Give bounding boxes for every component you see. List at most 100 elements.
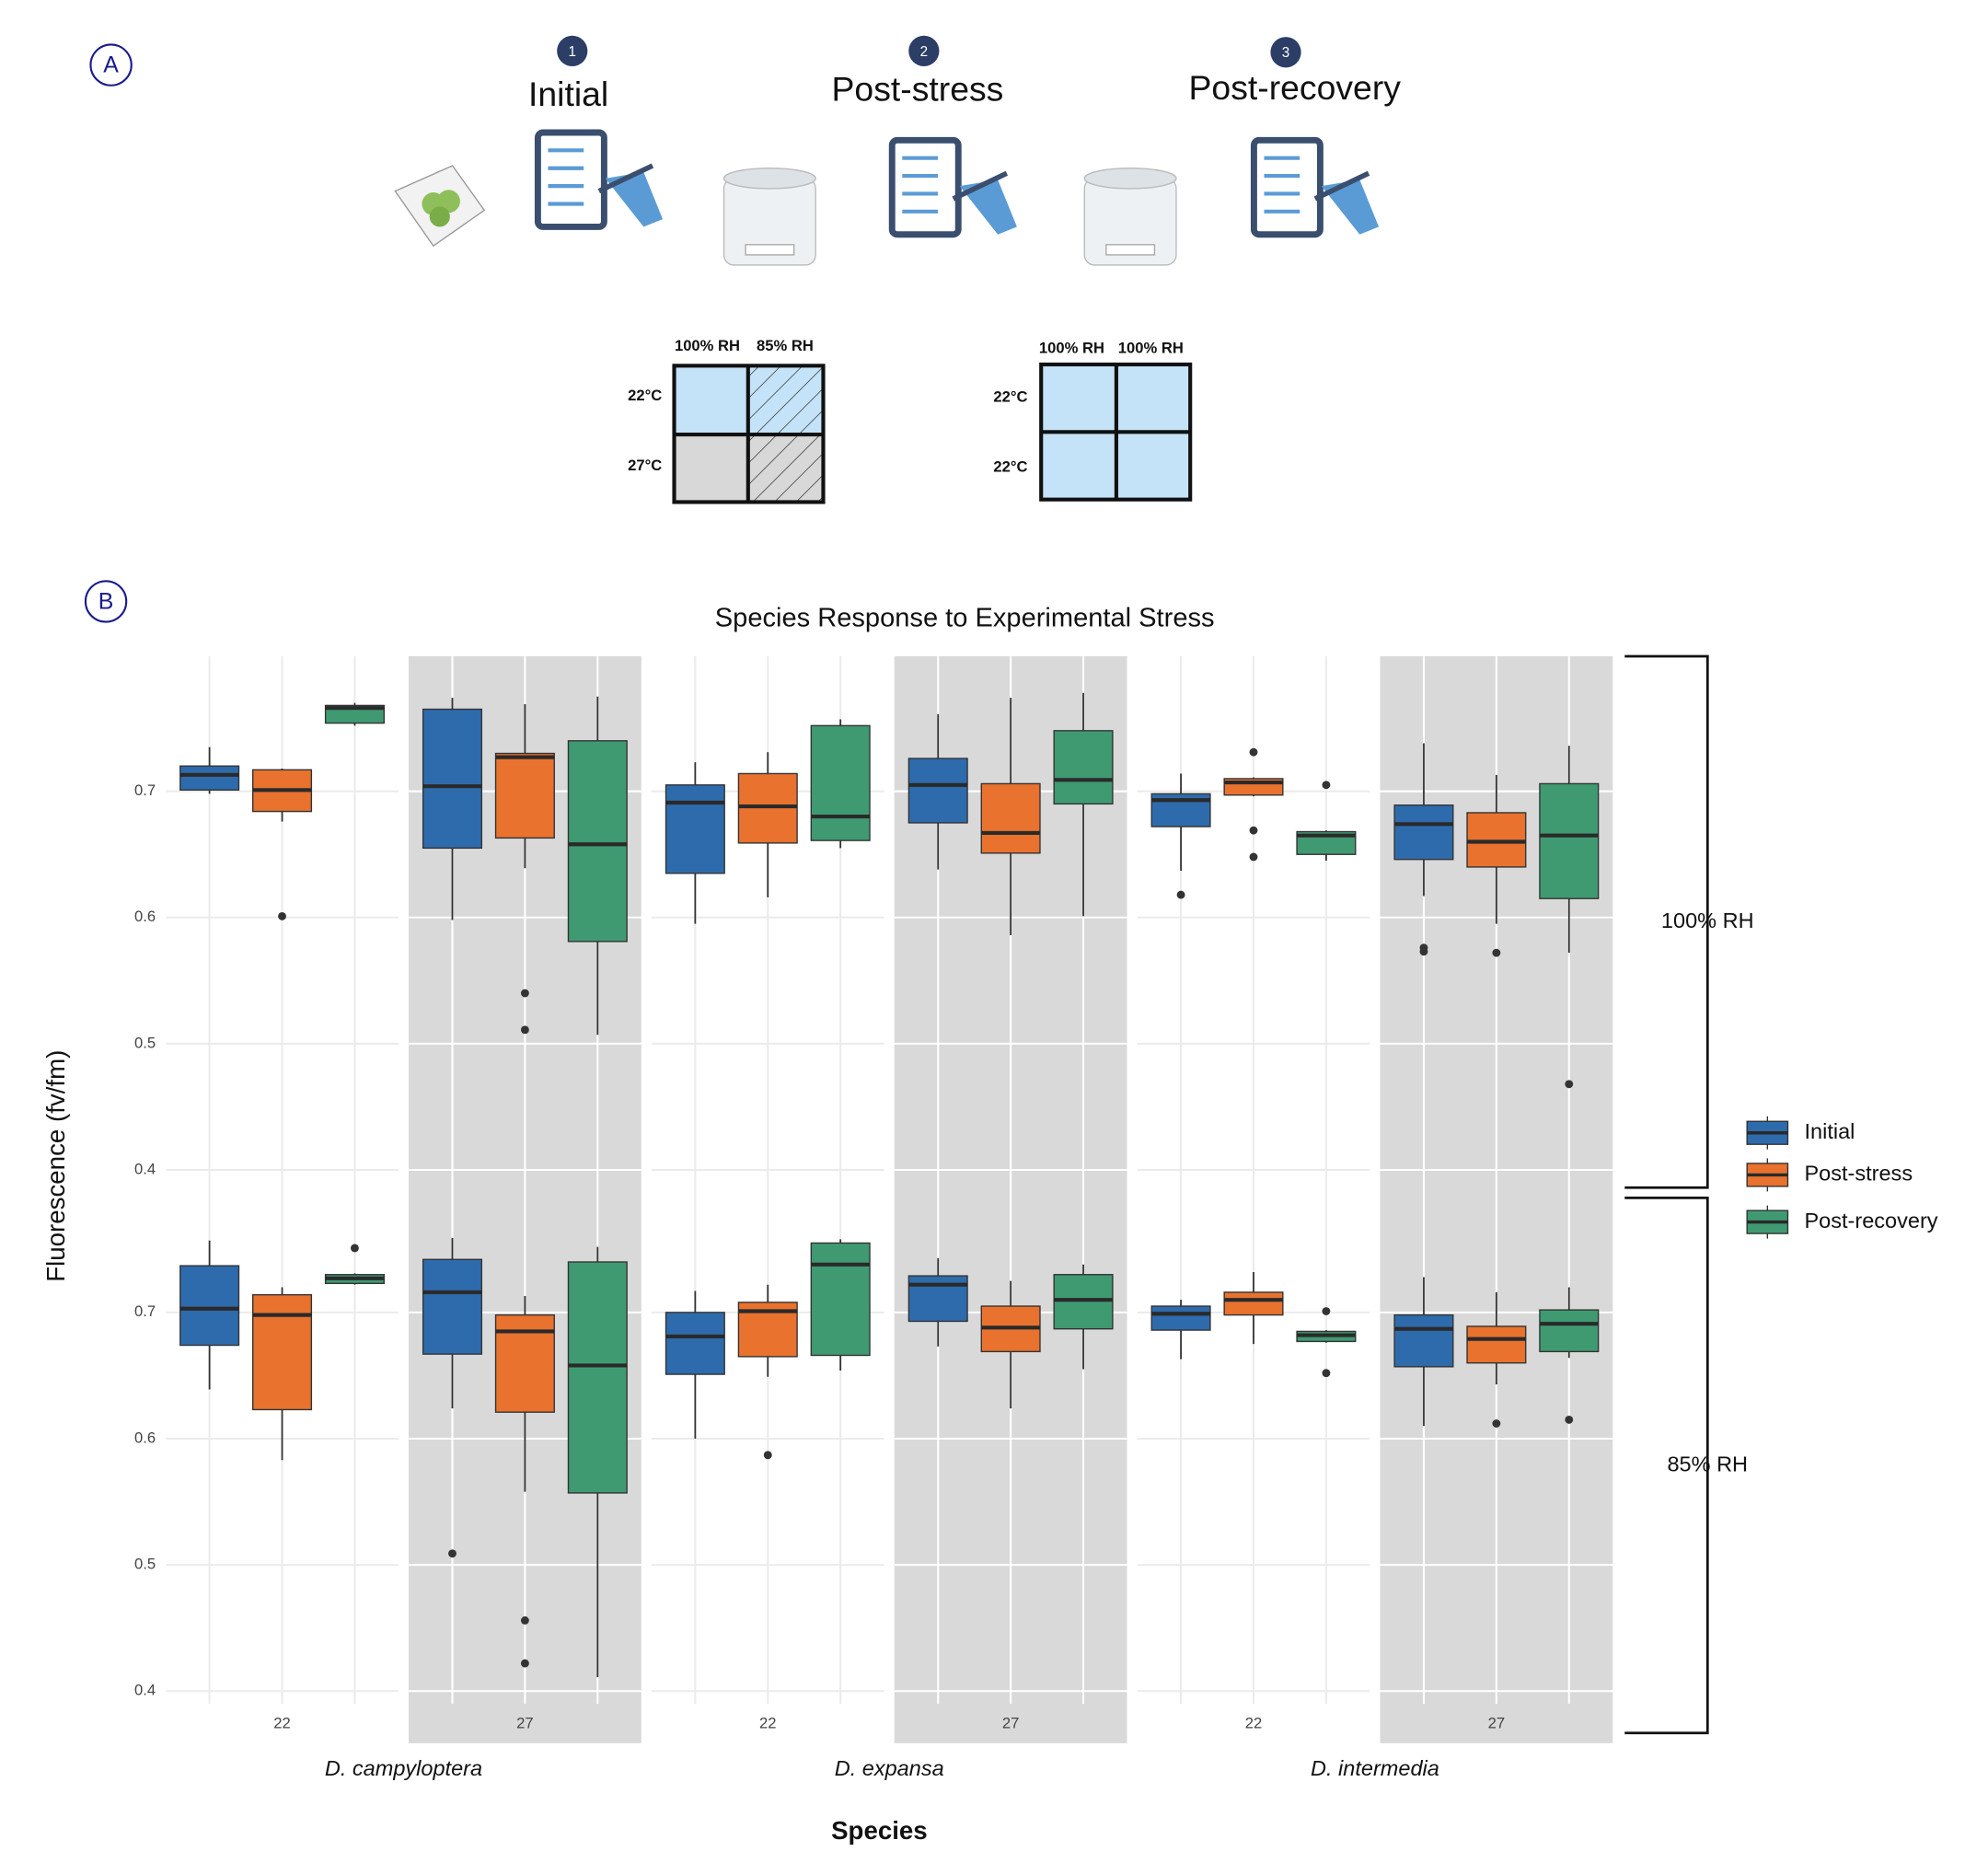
x-tick-label: 22 — [759, 1714, 776, 1731]
box — [1393, 1313, 1454, 1368]
row-bracket — [1624, 654, 1709, 1189]
box — [1466, 1325, 1527, 1364]
step-number: 1 — [569, 44, 576, 60]
step-label: Post-stress — [832, 70, 1004, 109]
grid-row-label: 22°C — [993, 388, 1027, 405]
outlier — [1249, 826, 1258, 835]
box — [810, 724, 871, 841]
y-tick-label: 0.5 — [134, 1556, 156, 1573]
y-tick-label: 0.4 — [134, 1682, 156, 1699]
box — [1393, 804, 1454, 861]
group-label: D. expansa — [835, 1756, 944, 1780]
box — [1150, 1305, 1211, 1331]
step-badge — [908, 35, 940, 66]
box — [1539, 1309, 1600, 1353]
grid-row-label: 22°C — [993, 457, 1027, 475]
box — [1223, 1291, 1284, 1316]
outlier — [1249, 852, 1258, 862]
tray-icon — [394, 165, 486, 248]
box — [665, 1312, 725, 1375]
y-tick-label: 0.7 — [134, 781, 156, 799]
outlier — [351, 1244, 359, 1253]
box — [907, 1275, 968, 1323]
group-label: D. campyloptera — [325, 1756, 482, 1780]
outlier — [1492, 948, 1501, 957]
outlier — [1492, 1419, 1501, 1428]
outlier — [1419, 947, 1428, 956]
legend-label: Initial — [1804, 1119, 1855, 1143]
box — [567, 740, 628, 943]
row-bracket — [1624, 1196, 1709, 1735]
step-label: Post-recovery — [1188, 68, 1401, 107]
y-axis-label: Fluorescence (fv/fm) — [41, 1050, 70, 1282]
legend-label: Post-stress — [1804, 1162, 1913, 1186]
x-axis-label: Species — [831, 1816, 928, 1845]
grid-column-label: 85% RH — [757, 337, 814, 354]
x-tick-label: 22 — [273, 1714, 290, 1731]
clipboard-icon — [1250, 136, 1380, 238]
outlier — [1565, 1080, 1574, 1089]
outlier — [1565, 1415, 1574, 1424]
y-tick-label: 0.6 — [134, 1429, 156, 1446]
x-tick-label: 22 — [1245, 1714, 1262, 1731]
outlier — [520, 1616, 529, 1625]
outlier — [448, 1549, 457, 1558]
box — [179, 1265, 240, 1347]
step-number: 3 — [1282, 45, 1289, 61]
box — [980, 782, 1041, 854]
box — [810, 1242, 871, 1357]
outlier — [520, 1025, 529, 1035]
legend-label: Post-recovery — [1804, 1209, 1937, 1232]
clipboard-icon — [534, 129, 664, 230]
condition-grid — [1039, 362, 1193, 502]
step-number: 2 — [920, 44, 928, 60]
box — [179, 765, 240, 791]
group-label: D. intermedia — [1311, 1756, 1439, 1780]
step-badge — [557, 35, 588, 66]
outlier — [763, 1451, 772, 1460]
chart-title: Species Response to Experimental Stress — [715, 603, 1215, 632]
panel-badge — [84, 580, 128, 623]
box — [422, 708, 483, 850]
outlier — [1176, 890, 1185, 899]
outlier — [1249, 747, 1258, 757]
outlier — [1322, 781, 1331, 790]
outlier — [1322, 1369, 1331, 1378]
box — [665, 784, 725, 874]
box — [494, 752, 555, 839]
step-badge — [1270, 37, 1301, 68]
outlier — [520, 989, 529, 998]
x-tick-label: 27 — [1488, 1714, 1505, 1731]
panel-label: A — [103, 52, 119, 78]
row-label: 85% RH — [1667, 1452, 1748, 1475]
x-tick-label: 27 — [516, 1714, 533, 1731]
grid-column-label: 100% RH — [1118, 340, 1184, 357]
jar-icon — [722, 168, 816, 266]
y-tick-label: 0.5 — [134, 1034, 156, 1051]
grid-row-label: 27°C — [628, 457, 662, 474]
step-label: Initial — [528, 75, 608, 113]
panel-badge — [89, 43, 133, 87]
plot-area: 0.4 0.5 0.6 0.7 0.4 0.5 0.6 0.7 22 27 22 27 22 27 D. c… — [134, 654, 1938, 1780]
y-tick-label: 0.6 — [134, 908, 156, 925]
grid-column-label: 100% RH — [1039, 340, 1104, 357]
condition-grid — [672, 364, 826, 504]
jar-icon — [1083, 168, 1177, 266]
clipboard-icon — [888, 136, 1017, 238]
y-tick-label: 0.7 — [134, 1302, 156, 1320]
grid-column-label: 100% RH — [675, 337, 740, 354]
outlier — [1322, 1307, 1331, 1315]
row-label: 100% RH — [1661, 908, 1754, 932]
box — [251, 1293, 313, 1411]
box — [567, 1261, 628, 1494]
y-tick-label: 0.4 — [134, 1160, 156, 1177]
box — [907, 758, 968, 824]
panel-a: A 1 Initial 2 Post-stress 3 Post-recover… — [89, 35, 1401, 504]
box — [1053, 730, 1114, 805]
outlier — [278, 911, 286, 920]
box — [422, 1258, 483, 1355]
grid-row-label: 22°C — [628, 387, 662, 404]
box — [1539, 782, 1600, 899]
x-tick-label: 27 — [1002, 1714, 1019, 1731]
